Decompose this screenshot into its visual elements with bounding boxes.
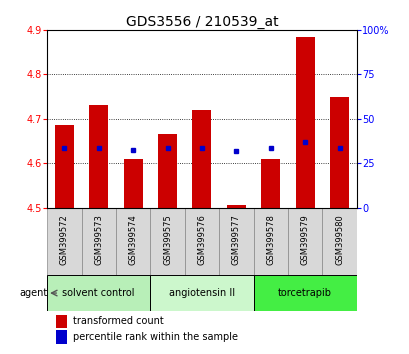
Bar (124, 159, 142, 207)
Bar (253, 275, 356, 311)
Bar (192, 110, 211, 207)
Text: torcetrapib: torcetrapib (277, 288, 331, 298)
Bar (56, 330, 67, 344)
Text: percentile rank within the sample: percentile rank within the sample (73, 332, 238, 342)
Bar (47, 275, 150, 311)
Text: GSM399576: GSM399576 (197, 215, 206, 266)
Text: GSM399575: GSM399575 (163, 215, 172, 266)
Bar (55, 125, 74, 207)
Text: GSM399572: GSM399572 (60, 215, 69, 266)
Text: solvent control: solvent control (62, 288, 135, 298)
Bar (150, 275, 253, 311)
Bar (226, 205, 245, 207)
Text: agent: agent (19, 288, 47, 298)
Bar (287, 207, 321, 275)
Bar (295, 37, 314, 207)
Bar (56, 315, 67, 328)
Bar (261, 159, 279, 207)
Bar (329, 97, 348, 207)
Text: GSM399573: GSM399573 (94, 215, 103, 266)
Bar (116, 207, 150, 275)
Bar (47, 207, 81, 275)
Bar (253, 207, 287, 275)
Bar (158, 134, 177, 207)
Text: GSM399577: GSM399577 (231, 215, 240, 266)
Bar (89, 105, 108, 207)
Bar (81, 207, 116, 275)
Bar (321, 207, 356, 275)
Title: GDS3556 / 210539_at: GDS3556 / 210539_at (125, 15, 278, 29)
Bar (184, 207, 218, 275)
Text: angiotensin II: angiotensin II (169, 288, 234, 298)
Text: transformed count: transformed count (73, 316, 164, 326)
Bar (218, 207, 253, 275)
Text: GSM399578: GSM399578 (265, 215, 274, 266)
Text: GSM399580: GSM399580 (334, 215, 343, 266)
Text: GSM399579: GSM399579 (300, 215, 309, 266)
Text: GSM399574: GSM399574 (128, 215, 137, 266)
Bar (150, 207, 184, 275)
